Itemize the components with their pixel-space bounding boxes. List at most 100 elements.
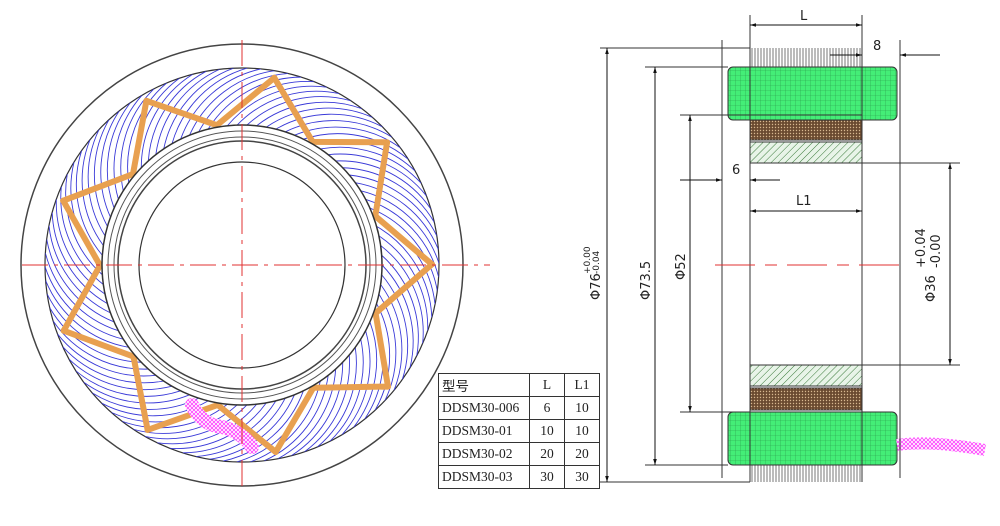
cell-L: 6 — [529, 396, 565, 420]
winding-arc — [189, 70, 275, 136]
winding-arc — [83, 381, 190, 404]
spoke — [372, 261, 435, 390]
winding-arc — [57, 333, 156, 377]
winding-arc — [222, 390, 304, 462]
magnet-bottom — [749, 364, 863, 387]
winding-arc — [127, 82, 167, 183]
model-table: 型号 L L1 DDSM30-006 6 10 DDSM30-01 10 10 DDSM… — [438, 373, 600, 489]
cell-model: DDSM30-03 — [438, 465, 530, 489]
winding-arc — [266, 107, 373, 128]
dim-phi52: Φ52 — [674, 253, 689, 280]
winding-arc — [46, 239, 115, 323]
cell-L: 20 — [529, 442, 565, 466]
winding-arc — [65, 173, 103, 276]
winding-arc — [355, 182, 439, 250]
winding-arc — [360, 190, 439, 264]
table-row: DDSM30-03 30 30 — [438, 465, 600, 489]
winding-arc — [113, 94, 143, 200]
dim-phi76: Φ76 — [589, 273, 604, 300]
spoke — [272, 383, 392, 455]
winding-arc — [381, 274, 409, 380]
winding-arc — [45, 252, 119, 332]
spoke — [372, 139, 435, 268]
winding-arc — [100, 110, 120, 218]
dim-6: 6 — [732, 163, 740, 178]
winding-arc — [171, 68, 248, 144]
cell-model: DDSM30-01 — [438, 419, 530, 443]
winding-arc — [144, 404, 248, 440]
winding-arc — [163, 68, 234, 150]
cell-model: DDSM30-02 — [438, 442, 530, 466]
winding-arc — [329, 339, 364, 442]
header-L1: L1 — [564, 373, 600, 397]
table-row: DDSM30-01 10 10 — [438, 419, 600, 443]
table-row: DDSM30-02 20 20 — [438, 442, 600, 466]
winding-arc — [75, 370, 181, 397]
winding-arc — [62, 346, 164, 384]
coil-top — [749, 119, 863, 141]
winding-arc — [291, 362, 344, 457]
cooling-fins — [751, 48, 861, 482]
winding-arc — [275, 113, 383, 130]
dim-phi36: Φ36 — [924, 275, 939, 302]
winding-arc — [48, 225, 111, 314]
winding-arc — [227, 85, 327, 127]
winding-arc — [93, 119, 110, 227]
front-view — [20, 40, 490, 492]
cell-model: DDSM30-006 — [438, 396, 530, 420]
spoke — [271, 74, 391, 146]
dim-phi36-tol-upper: +0.04 — [914, 228, 929, 268]
winding-arc — [277, 369, 337, 460]
winding-arc — [369, 207, 438, 291]
header-L: L — [529, 373, 565, 397]
winding-arc — [256, 101, 363, 127]
cell-L1: 30 — [564, 465, 600, 489]
table-header-row: 型号 L L1 — [438, 373, 600, 397]
dim-phi73-5: Φ73.5 — [639, 261, 654, 300]
spoke — [60, 197, 104, 334]
winding-arc — [381, 264, 414, 369]
winding-arc — [106, 102, 131, 209]
winding-arc — [155, 68, 220, 155]
winding-arc — [169, 402, 267, 449]
winding-arc — [49, 307, 142, 363]
winding-arc — [353, 321, 378, 428]
winding-arc — [250, 380, 321, 462]
spoke — [144, 401, 279, 455]
spoke — [60, 327, 151, 433]
lead-wire-side — [896, 437, 987, 456]
magnet-top — [749, 141, 863, 164]
winding-arc — [335, 160, 432, 210]
winding-arc — [180, 68, 262, 140]
winding-arc — [349, 174, 438, 237]
winding-arc — [381, 254, 419, 357]
winding-arc — [342, 167, 435, 223]
end-cap-top — [727, 66, 898, 121]
winding-arc — [374, 303, 391, 411]
winding-arc — [320, 146, 422, 184]
winding-arc — [380, 284, 403, 391]
spoke — [60, 97, 150, 204]
dim-L: L — [800, 9, 808, 24]
winding-arc — [45, 280, 129, 348]
dim-8: 8 — [873, 39, 881, 54]
winding-arc — [303, 133, 409, 160]
winding-arc — [207, 76, 302, 130]
winding-arc — [317, 347, 357, 448]
winding-arc — [140, 73, 193, 168]
cell-L1: 20 — [564, 442, 600, 466]
winding-arc — [75, 150, 103, 256]
spoke — [143, 74, 278, 129]
winding-arc — [87, 129, 106, 237]
winding-arc — [285, 120, 393, 138]
dim-L1: L1 — [796, 194, 812, 209]
side-section-view: L 8 6 L1 Φ76 +0.00 -0.04 Φ73.5 Φ52 Φ36 +… — [583, 9, 987, 483]
header-model: 型号 — [438, 373, 530, 397]
winding-arc — [55, 199, 106, 295]
cell-L1: 10 — [564, 419, 600, 443]
cell-L: 30 — [529, 465, 565, 489]
winding-arc — [304, 354, 350, 453]
winding-arc — [246, 96, 351, 126]
winding-arc — [121, 403, 228, 429]
